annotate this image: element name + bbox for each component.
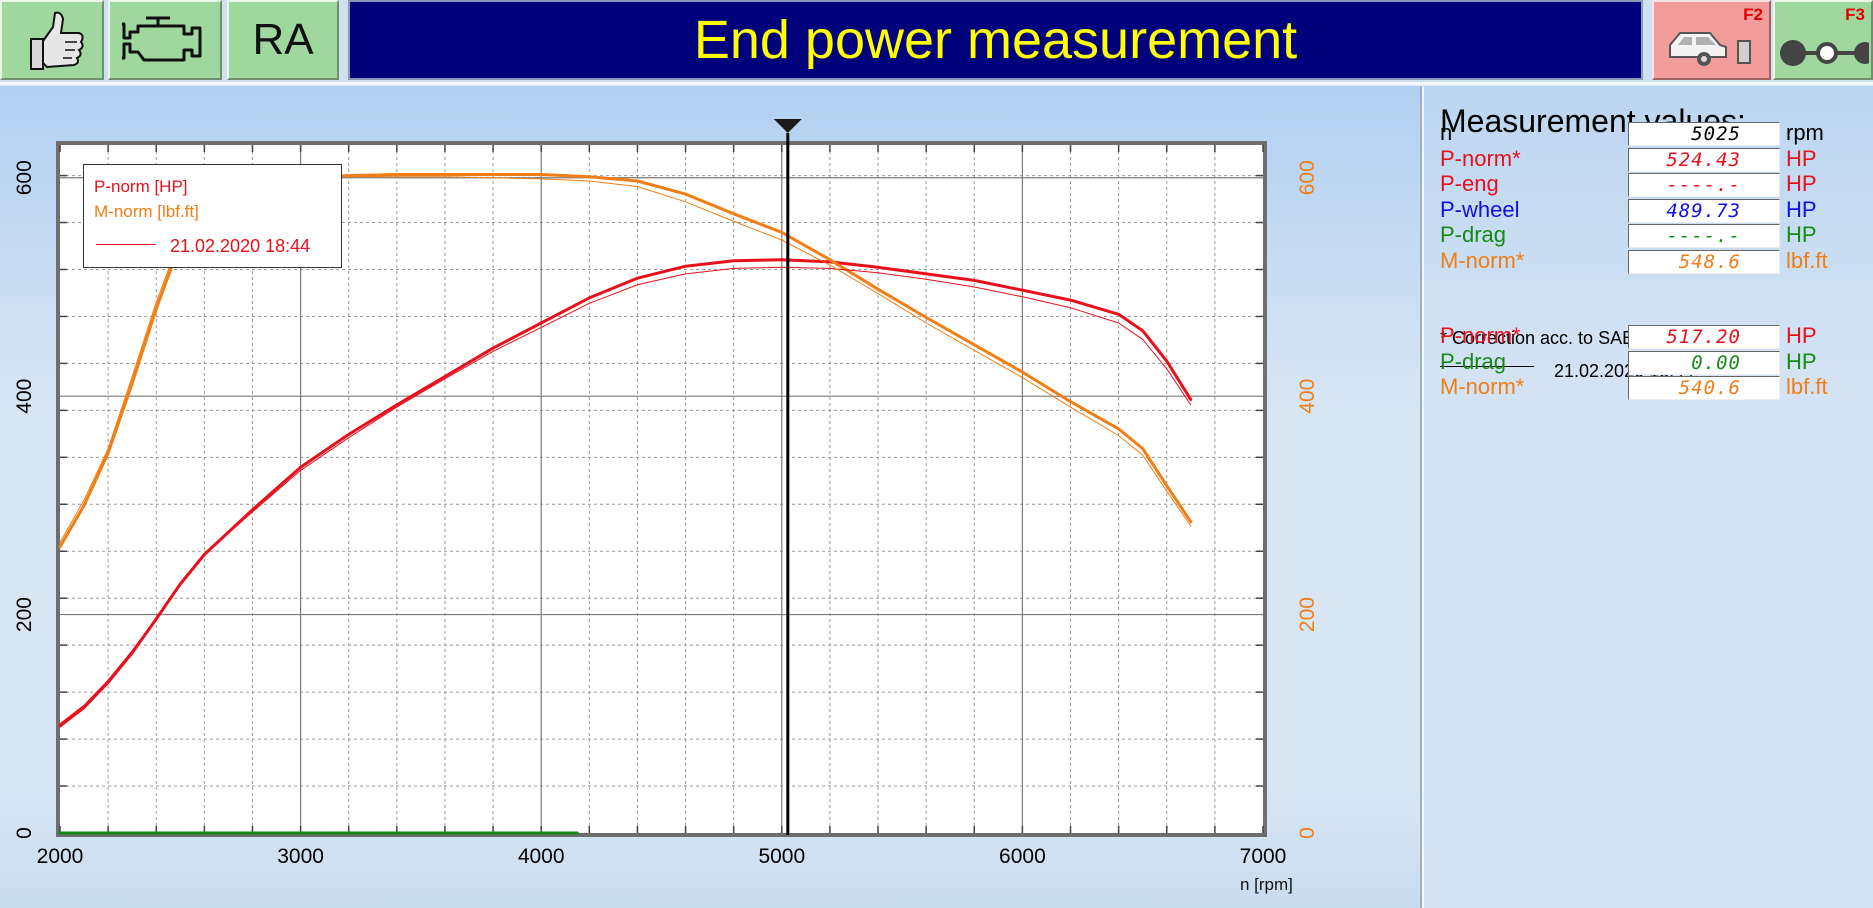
series-line-0 [58,258,1193,728]
measurement-label: P-norm* [1440,145,1521,171]
measurement-value: 548.6 [1628,249,1780,274]
f2-key-label: F2 [1743,5,1763,24]
x-tick-label: 3000 [277,845,324,868]
y-tick-label-right: 600 [1296,160,1319,195]
measurement-label: n [1440,120,1453,145]
measurement-label: M-norm* [1440,247,1525,273]
x-tick-label: 4000 [518,845,565,868]
row-n: n 5025 rpm [1440,120,1860,148]
measurement-value: ----.- [1628,173,1780,197]
series-line-2 [59,266,1192,725]
trailer-icon [1780,40,1869,66]
measurement-label: P-eng [1440,171,1499,196]
y-tick-label-right: 200 [1296,597,1319,632]
panel-divider-highlight [1422,86,1424,908]
legend-reference-swatch [96,244,156,245]
measurement-value: 5025 [1628,122,1780,146]
measurement-value: 524.43 [1628,147,1780,172]
measurement-unit: lbf.ft [1786,247,1828,273]
x-tick-label: 5000 [758,845,805,868]
cursor-marker [773,119,802,133]
title-bar: End power measurement [348,0,1643,80]
measurement-unit: HP [1786,171,1817,196]
y-tick-label-right: 400 [1296,379,1319,414]
y-tick-label-left: 0 [13,827,36,839]
x-tick-label: 7000 [1240,845,1287,868]
ra-label: RA [252,15,314,64]
measurement-unit: HP [1786,196,1817,222]
y-tick-label-left: 400 [13,379,36,414]
measurement-value: 540.6 [1628,376,1780,400]
measurement-unit: HP [1786,323,1817,348]
row-p-wheel: P-wheel 489.73 HP [1440,197,1860,225]
page-title: End power measurement [693,10,1298,70]
measurement-unit: rpm [1786,120,1824,145]
accept-button[interactable] [0,0,104,80]
car-on-lift-icon [1668,32,1751,66]
measurement-unit: HP [1786,145,1817,171]
x-tick-label: 2000 [37,845,84,868]
thumbs-up-icon [30,11,84,70]
plot-area [56,141,1267,837]
toolbar-divider [0,82,1873,85]
measurement-unit: HP [1786,348,1817,374]
f3-trailer-button[interactable]: F3 [1773,0,1873,80]
f2-vehicle-button[interactable]: F2 [1652,0,1771,80]
measurement-label: P-drag [1440,222,1507,247]
measurement-unit: HP [1786,222,1817,247]
ref-row-p-drag: P-drag 0.00 HP [1440,349,1860,377]
legend-m-norm: M-norm [lbf.ft] [94,202,199,221]
x-axis-label: n [rpm] [1240,875,1293,894]
legend-reference-date: 21.02.2020 18:44 [170,236,311,256]
measurement-panel: Measurement values: n 5025 rpm P-norm* 524.4… [1424,86,1873,908]
f3-key-label: F3 [1845,5,1865,24]
chart-panel: 2000 3000 4000 5000 6000 7000 0 200 400 600 0 200 40… [0,86,1420,908]
measurement-label: P-drag [1440,348,1507,374]
legend-p-norm: P-norm [HP] [94,177,188,196]
panel-divider [1420,86,1422,908]
row-p-norm: P-norm* 524.43 HP [1440,146,1860,174]
y-tick-label-left: 600 [13,160,36,195]
engine-button[interactable] [108,0,222,80]
chart-legend: P-norm [HP] M-norm [lbf.ft] 21.02.2020 1… [83,164,342,268]
ref-row-p-norm: P-norm* 517.20 HP [1440,323,1860,351]
ra-button[interactable]: RA [227,0,339,80]
ref-row-m-norm: M-norm* 540.6 lbf.ft [1440,374,1860,402]
row-p-drag: P-drag ----.- HP [1440,222,1860,250]
measurement-value: 489.73 [1628,198,1780,223]
measurement-label: P-wheel [1440,196,1520,222]
measurement-unit: lbf.ft [1786,374,1828,399]
x-tick-label: 6000 [999,845,1046,868]
measurement-value: ----.- [1628,224,1780,248]
reference-swatch [1440,366,1534,367]
row-m-norm: M-norm* 548.6 lbf.ft [1440,248,1860,276]
measurement-label: M-norm* [1440,374,1525,399]
top-toolbar: RA End power measurement F2 F3 [0,0,1873,85]
measurement-label: P-norm* [1440,323,1521,348]
measurement-value: 0.00 [1628,350,1780,375]
power-torque-chart[interactable]: 2000 3000 4000 5000 6000 70000200400600020040… [0,86,1420,908]
row-p-eng: P-eng ----.- HP [1440,171,1860,199]
y-tick-label-right: 0 [1296,827,1319,839]
y-tick-label-left: 200 [13,597,36,632]
engine-icon [122,16,202,62]
measurement-value: 517.20 [1628,325,1780,349]
